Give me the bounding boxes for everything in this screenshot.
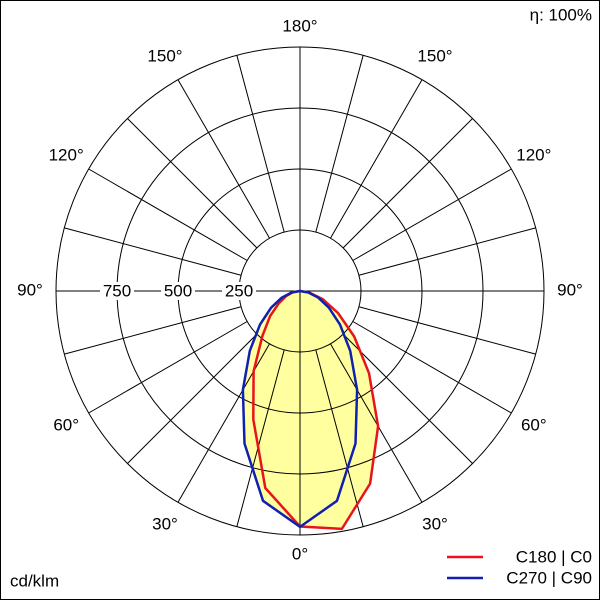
angle-label-bg: [513, 146, 554, 166]
angle-label-bg: [513, 416, 554, 436]
angle-tick-label: 120°: [516, 145, 551, 164]
grid-spoke: [330, 343, 423, 503]
angle-label-bg: [415, 47, 455, 68]
legend-label: C180 | C0: [516, 547, 592, 566]
grid-spoke: [330, 79, 423, 239]
grid-spoke: [64, 306, 242, 355]
angle-label-bg: [145, 514, 185, 535]
angle-label-bg: [280, 17, 320, 37]
angle-tick-label: 120°: [49, 145, 84, 164]
tick-label-bg: [161, 282, 195, 300]
grid-spoke: [315, 55, 364, 233]
grid-spoke: [236, 55, 285, 233]
grid-spoke: [342, 333, 473, 464]
angle-tick-label: 150°: [417, 47, 452, 66]
grid-spoke: [177, 79, 270, 239]
angle-tick-label: 60°: [521, 415, 547, 434]
angle-tick-label: 150°: [147, 47, 182, 66]
tick-label-bg: [100, 282, 134, 300]
grid-spoke: [342, 118, 473, 249]
angle-tick-label: 180°: [282, 16, 317, 35]
angle-label-bg: [280, 545, 320, 565]
angle-tick-label: 60°: [53, 415, 79, 434]
r-tick-label: 250: [225, 281, 253, 300]
grid-spoke: [352, 168, 512, 261]
angle-label-bg: [46, 146, 87, 166]
grid-spoke: [358, 306, 536, 355]
angle-tick-label: 30°: [152, 514, 178, 533]
grid-spoke: [352, 321, 512, 414]
angle-tick-label: 30°: [422, 514, 448, 533]
angle-label-bg: [415, 514, 455, 535]
grid-spoke: [127, 333, 258, 464]
angle-label-bg: [550, 281, 590, 301]
angle-label-bg: [145, 47, 185, 68]
angle-label-bg: [10, 281, 50, 301]
r-tick-label: 500: [164, 281, 192, 300]
legend-label: C270 | C90: [506, 568, 592, 587]
unit-label: cd/klm: [10, 571, 59, 590]
grid-spoke: [127, 118, 258, 249]
angle-tick-label: 90°: [557, 280, 583, 299]
grid-spoke: [64, 227, 242, 276]
grid-spoke: [358, 227, 536, 276]
grid-spoke: [236, 349, 285, 527]
angle-tick-label: 0°: [292, 544, 308, 563]
r-tick-label: 750: [103, 281, 131, 300]
angle-label-bg: [46, 416, 87, 436]
grid-spoke: [315, 349, 364, 527]
grid-spoke: [88, 321, 248, 414]
tick-label-bg: [222, 282, 256, 300]
grid-spoke: [88, 168, 248, 261]
efficiency-label: η: 100%: [530, 5, 592, 24]
intensity-curve: [241, 289, 359, 529]
angle-tick-label: 90°: [17, 280, 43, 299]
